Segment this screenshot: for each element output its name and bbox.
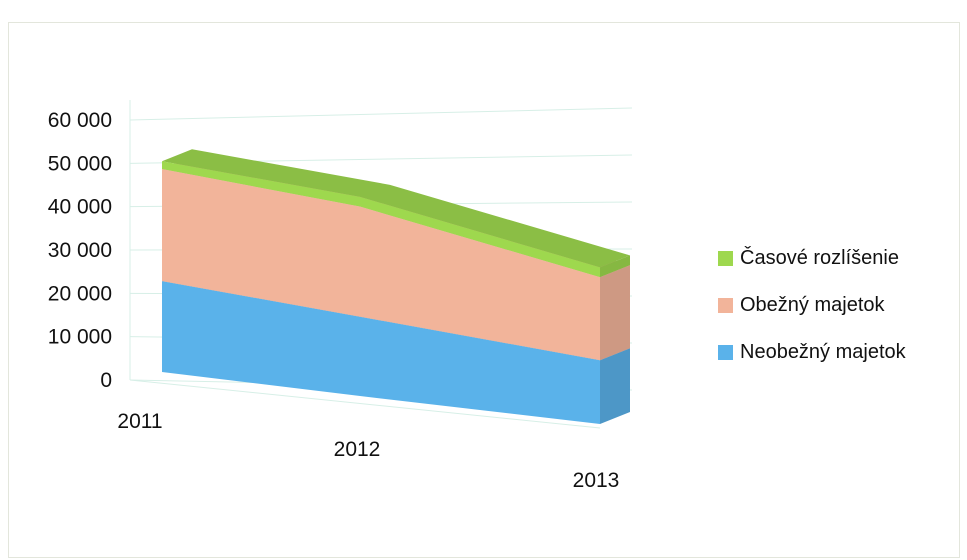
y-tick-label: 20 000 [48,282,112,305]
legend-label: Neobežný majetok [740,341,906,363]
legend-item: Neobežný majetok [718,329,906,376]
area-series-Časové rozlíšenie [162,161,600,278]
gridline [129,107,633,121]
x-tick-label: 2011 [117,410,162,433]
area-series-Obežný majetok [162,169,600,361]
legend-swatch [718,298,733,313]
legend-item: Časové rozlíšenie [718,235,906,282]
area-side-face [600,255,630,278]
area-top-face [162,149,630,268]
x-axis-line [129,379,601,429]
x-tick-label: 2012 [334,438,381,461]
y-axis-ticks: 0 10 000 20 000 30 000 40 000 50 000 60 000 [48,109,112,392]
area-side-face [600,265,630,361]
legend-item: Obežný majetok [718,282,906,329]
area-series-Neobežný majetok [162,281,600,424]
y-tick-label: 30 000 [48,239,112,262]
y-tick-label: 40 000 [48,196,112,219]
y-tick-label: 0 [100,369,112,392]
y-tick-label: 50 000 [48,152,112,175]
y-tick-label: 60 000 [48,109,112,132]
legend-swatch [718,345,733,360]
area-series [162,149,630,424]
legend-swatch [718,251,733,266]
legend-label: Časové rozlíšenie [740,247,899,269]
y-tick-label: 10 000 [48,326,112,349]
x-axis-ticks: 2011 2012 2013 [117,410,619,492]
area-side-face [600,348,630,424]
legend: Časové rozlíšenie Obežný majetok Neobežný … [718,235,906,376]
x-tick-label: 2013 [573,469,620,492]
legend-label: Obežný majetok [740,294,885,316]
